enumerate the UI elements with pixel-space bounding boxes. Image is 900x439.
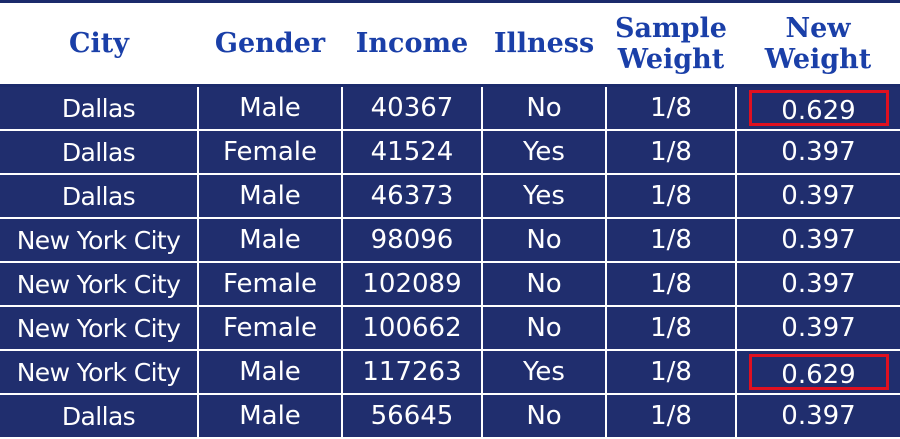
table-row: New York City Female 100662 No 1/8 0.397 (0, 306, 900, 351)
new-weight-cell: 0.397 (736, 218, 900, 263)
illness-cell: No (482, 85, 607, 131)
data-table: City Gender Income Illness Sample Weight … (0, 3, 900, 437)
new-weight-cell: 0.397 (736, 306, 900, 351)
gender-cell: Female (198, 130, 343, 175)
illness-cell: Yes (482, 174, 607, 219)
city-cell: Dallas (0, 174, 199, 219)
gender-cell: Male (198, 350, 343, 395)
income-cell: 117263 (342, 350, 483, 395)
city-cell: New York City (0, 306, 199, 351)
new-weight-cell: 0.629 (736, 350, 900, 395)
table-header: City Gender Income Illness Sample Weight … (0, 3, 900, 87)
table-row: New York City Female 102089 No 1/8 0.397 (0, 262, 900, 307)
highlight-box: 0.629 (748, 90, 889, 126)
illness-cell: Yes (482, 350, 607, 395)
city-cell: New York City (0, 218, 199, 263)
city-cell: Dallas (0, 85, 199, 131)
new-weight-cell: 0.397 (736, 130, 900, 175)
header-new-weight: New Weight (736, 3, 900, 87)
income-cell: 56645 (342, 394, 483, 437)
header-city: City (0, 3, 198, 87)
new-weight-cell: 0.629 (736, 85, 900, 131)
sample-weight-cell: 1/8 (606, 350, 737, 395)
income-cell: 102089 (342, 262, 483, 307)
gender-cell: Male (198, 218, 343, 263)
sample-weight-cell: 1/8 (606, 85, 737, 131)
sample-weight-cell: 1/8 (606, 174, 737, 219)
header-illness: Illness (482, 3, 606, 87)
illness-cell: Yes (482, 130, 607, 175)
income-cell: 98096 (342, 218, 483, 263)
income-cell: 40367 (342, 85, 483, 131)
table-row: Dallas Female 41524 Yes 1/8 0.397 (0, 130, 900, 175)
table-row: New York City Male 117263 Yes 1/8 0.629 (0, 350, 900, 395)
gender-cell: Female (198, 306, 343, 351)
new-weight-cell: 0.397 (736, 262, 900, 307)
sample-weight-cell: 1/8 (606, 218, 737, 263)
table-row: Dallas Male 40367 No 1/8 0.629 (0, 85, 900, 131)
table-body: Dallas Male 40367 No 1/8 0.629 Dallas Female 415… (0, 85, 900, 437)
header-row: City Gender Income Illness Sample Weight … (0, 3, 900, 87)
illness-cell: No (482, 262, 607, 307)
illness-cell: No (482, 306, 607, 351)
sample-weight-cell: 1/8 (606, 394, 737, 437)
gender-cell: Female (198, 262, 343, 307)
income-cell: 46373 (342, 174, 483, 219)
table-row: Dallas Male 56645 No 1/8 0.397 (0, 394, 900, 437)
income-cell: 100662 (342, 306, 483, 351)
gender-cell: Male (198, 174, 343, 219)
header-income: Income (342, 3, 482, 87)
new-weight-cell: 0.397 (736, 174, 900, 219)
income-cell: 41524 (342, 130, 483, 175)
sample-weight-cell: 1/8 (606, 262, 737, 307)
table-row: New York City Male 98096 No 1/8 0.397 (0, 218, 900, 263)
new-weight-cell: 0.397 (736, 394, 900, 437)
header-sample-weight: Sample Weight (606, 3, 736, 87)
illness-cell: No (482, 218, 607, 263)
sample-weight-cell: 1/8 (606, 130, 737, 175)
header-gender: Gender (198, 3, 342, 87)
illness-cell: No (482, 394, 607, 437)
gender-cell: Male (198, 394, 343, 437)
city-cell: New York City (0, 262, 199, 307)
sample-weight-cell: 1/8 (606, 306, 737, 351)
gender-cell: Male (198, 85, 343, 131)
city-cell: Dallas (0, 394, 199, 437)
table-row: Dallas Male 46373 Yes 1/8 0.397 (0, 174, 900, 219)
city-cell: Dallas (0, 130, 199, 175)
top-border-line (0, 0, 900, 3)
highlight-box: 0.629 (748, 354, 889, 390)
city-cell: New York City (0, 350, 199, 395)
